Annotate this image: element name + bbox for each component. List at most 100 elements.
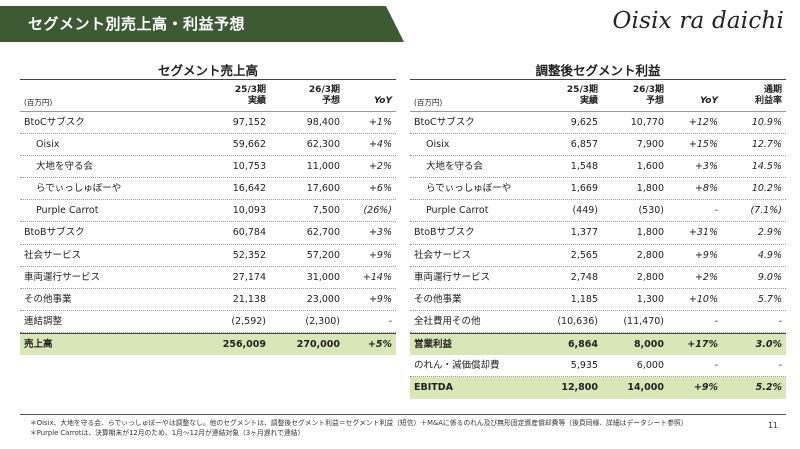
yoy-value: (26%) xyxy=(363,205,392,217)
company-logo: Oisix ra daichi xyxy=(612,8,784,34)
yoy-value: +12% xyxy=(688,117,718,128)
row-label: BtoCサブスク xyxy=(414,117,475,128)
yoy-value: +14% xyxy=(362,271,392,283)
actual-value: (2,592) xyxy=(231,315,266,327)
margin-value: 10.9% xyxy=(751,117,782,128)
table-row: Oisix 59,662 62,300 +4% xyxy=(20,134,396,157)
yoy-value: +9% xyxy=(368,293,392,305)
sales-table-header: (百万円) 25/3期 実績 26/3期 予想 YoY xyxy=(20,80,396,112)
margin-value: (7.1%) xyxy=(750,205,782,217)
forecast-value: (11,470) xyxy=(623,315,664,327)
yoy-value: +9% xyxy=(693,382,718,394)
yoy-value: +4% xyxy=(368,139,392,151)
yoy-value: - xyxy=(714,360,718,372)
row-label: Purple Carrot xyxy=(426,205,489,217)
yoy-value: +3% xyxy=(368,227,392,239)
table-row: BtoCサブスク 97,152 98,400 +1% xyxy=(20,112,396,135)
actual-value: 10,753 xyxy=(232,161,266,173)
col-actual-header: 25/3期 実績 xyxy=(550,85,598,107)
col-forecast-kind: 予想 xyxy=(645,96,664,106)
yoy-value: +3% xyxy=(694,161,718,173)
row-label: Purple Carrot xyxy=(36,205,99,217)
actual-value: 2,565 xyxy=(570,249,598,261)
yoy-value: +2% xyxy=(694,271,718,283)
actual-value: 256,009 xyxy=(222,338,266,350)
row-label: らでぃっしゅぼーや xyxy=(426,183,512,195)
yoy-value: +17% xyxy=(687,338,718,350)
row-label: その他事業 xyxy=(24,293,72,305)
forecast-value: 62,300 xyxy=(306,139,340,151)
row-label: らでぃっしゅぼーや xyxy=(36,183,122,195)
table-row: らでぃっしゅぼーや 16,642 17,600 +6% xyxy=(20,178,396,201)
footnote: ＊Oisix、大地を守る会、らでぃっしゅぼーやは調整なし。他のセグメントは、調整… xyxy=(30,419,688,427)
actual-value: 1,377 xyxy=(570,227,598,239)
yoy-value: +9% xyxy=(694,249,718,261)
row-label: 売上高 xyxy=(24,338,53,350)
forecast-value: 23,000 xyxy=(306,293,340,305)
forecast-value: 10,770 xyxy=(630,117,664,128)
forecast-value: 17,600 xyxy=(306,183,340,195)
footnote: ＊Purple Carrotは、決算期末が12月のため、1月〜12月が連結対象（… xyxy=(30,429,305,437)
row-label: 車両運行サービス xyxy=(414,271,491,283)
table-row: その他事業 1,185 1,300 +10% 5.7% xyxy=(410,289,786,311)
unit-label: (百万円) xyxy=(24,98,53,107)
footnotes: ＊Oisix、大地を守る会、らでぃっしゅぼーやは調整なし。他のセグメントは、調整… xyxy=(30,418,688,438)
forecast-value: 2,800 xyxy=(636,271,664,283)
sales-rows: BtoCサブスク 97,152 98,400 +1% Oisix 59,662 62,300… xyxy=(20,112,396,356)
banner-shape xyxy=(0,6,404,42)
col-yoy-header: YoY xyxy=(699,96,718,106)
col-actual-header: 25/3期 実績 xyxy=(218,85,266,107)
actual-value: 10,093 xyxy=(232,205,266,217)
profit-table-header: (百万円) 25/3期 実績 26/3期 予想 YoY 通期 利益率 xyxy=(410,80,786,112)
margin-value: 12.7% xyxy=(751,139,782,151)
table-row: BtoCサブスク 9,625 10,770 +12% 10.9% xyxy=(410,112,786,135)
col-forecast-period: 26/3期 xyxy=(308,85,340,95)
yoy-value: - xyxy=(388,315,392,327)
margin-value: 9.0% xyxy=(757,271,782,283)
row-label: のれん・減価償却費 xyxy=(414,360,500,372)
actual-value: 27,174 xyxy=(232,271,266,283)
row-label: 大地を守る会 xyxy=(36,161,94,173)
forecast-value: (530) xyxy=(638,205,664,217)
col-yoy-header: YoY xyxy=(373,96,392,106)
profit-table-title: 調整後セグメント利益 xyxy=(410,62,786,80)
page-title: セグメント別売上高・利益予想 xyxy=(28,15,246,33)
col-forecast-header: 26/3期 予想 xyxy=(292,85,340,107)
forecast-value: 57,200 xyxy=(306,249,340,261)
col-forecast-period: 26/3期 xyxy=(632,85,664,95)
table-row: 連結調整 (2,592) (2,300) - xyxy=(20,311,396,333)
yoy-value: +6% xyxy=(368,183,392,195)
actual-value: 97,152 xyxy=(232,117,266,128)
row-label: BtoBサブスク xyxy=(24,227,85,239)
margin-value: 4.9% xyxy=(757,249,782,261)
unit-label: (百万円) xyxy=(414,98,443,107)
footer-divider xyxy=(20,414,786,415)
table-row: 売上高 256,009 270,000 +5% xyxy=(20,332,396,356)
profit-rows: BtoCサブスク 9,625 10,770 +12% 10.9% Oisix 6,857 7,… xyxy=(410,112,786,400)
actual-value: 1,185 xyxy=(570,293,598,305)
row-label: 大地を守る会 xyxy=(426,161,484,173)
forecast-value: 2,800 xyxy=(636,249,664,261)
forecast-value: 31,000 xyxy=(306,271,340,283)
col-actual-period: 25/3期 xyxy=(234,85,266,95)
margin-value: 14.5% xyxy=(751,161,782,173)
actual-value: 1,669 xyxy=(570,183,598,195)
row-label: 社会サービス xyxy=(414,249,472,261)
margin-value: - xyxy=(778,360,782,372)
row-label: その他事業 xyxy=(414,293,462,305)
actual-value: 1,548 xyxy=(570,161,598,173)
row-label: Oisix xyxy=(36,139,60,151)
yoy-value: +15% xyxy=(688,139,718,151)
row-label: BtoCサブスク xyxy=(24,117,85,128)
yoy-value: +2% xyxy=(368,161,392,173)
table-row: らでぃっしゅぼーや 1,669 1,800 +8% 10.2% xyxy=(410,178,786,201)
col-actual-kind: 実績 xyxy=(247,96,266,106)
row-label: 連結調整 xyxy=(24,315,63,327)
yoy-value: - xyxy=(714,315,718,327)
yoy-value: +5% xyxy=(367,338,392,350)
page-number: 11 xyxy=(767,421,778,430)
col-margin-header: 通期 利益率 xyxy=(736,85,782,107)
forecast-value: 6,000 xyxy=(636,360,664,372)
table-row: Oisix 6,857 7,900 +15% 12.7% xyxy=(410,134,786,157)
margin-value: 5.7% xyxy=(757,293,782,305)
